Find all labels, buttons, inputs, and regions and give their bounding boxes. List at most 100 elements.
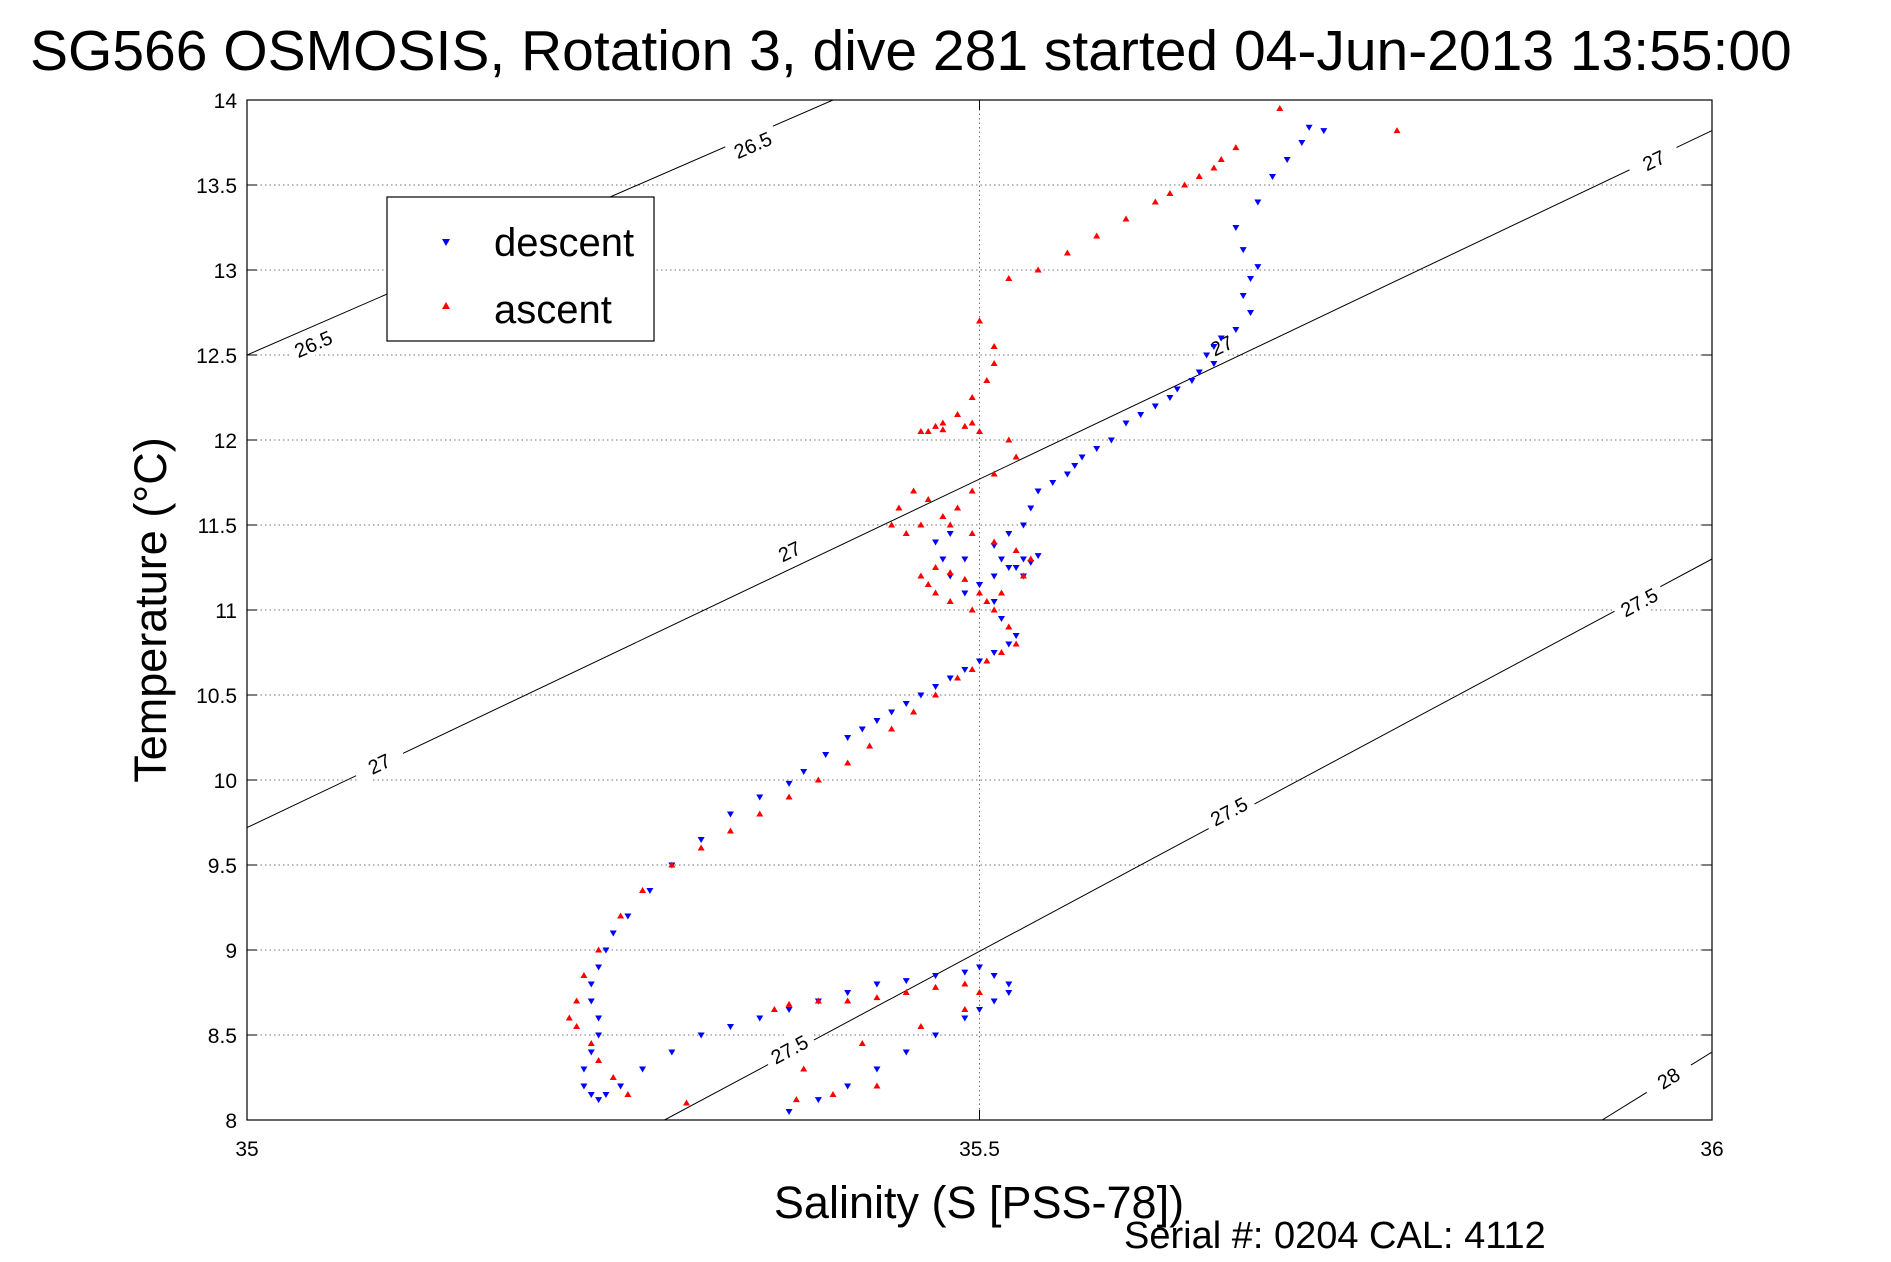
descent-point [917, 692, 925, 699]
ascent-point [961, 422, 969, 429]
ascent-point [1012, 547, 1020, 553]
descent-point [990, 573, 998, 580]
legend-box [386, 196, 655, 342]
descent-point [1093, 446, 1101, 452]
descent-point [1005, 990, 1013, 996]
descent-point [1019, 556, 1027, 563]
ascent-point [609, 1074, 617, 1080]
descent-point [932, 684, 940, 690]
ascent-point [1210, 164, 1218, 171]
ascent-point [976, 428, 983, 434]
descent-point [602, 947, 610, 954]
descent-point [902, 978, 910, 985]
ascent-point [924, 581, 932, 587]
y-tick-label: 14 [214, 90, 238, 113]
descent-point [800, 769, 808, 775]
descent-point [1254, 199, 1262, 206]
ascent-point [902, 989, 910, 995]
ascent-point [792, 1096, 800, 1103]
descent-point [1034, 553, 1042, 560]
descent-point [1239, 247, 1247, 254]
descent-point [873, 981, 881, 988]
y-tick-label: 10.5 [196, 685, 237, 708]
descent-point [1107, 437, 1115, 444]
descent-point [587, 1049, 595, 1056]
descent-point [617, 1083, 625, 1090]
ascent-point [932, 564, 940, 570]
descent-point [961, 667, 969, 673]
ascent-point [924, 496, 932, 502]
descent-point [822, 752, 830, 758]
series-ascent [565, 105, 1401, 1106]
ascent-point [683, 1099, 690, 1106]
descent-point [844, 735, 852, 741]
descent-point [976, 1007, 983, 1013]
descent-point [785, 1109, 793, 1115]
ascent-point [932, 422, 940, 429]
ascent-point [573, 997, 581, 1004]
legend: descent ascent [386, 196, 655, 342]
descent-point [639, 1066, 647, 1073]
descent-point [1012, 633, 1020, 639]
ascent-point [990, 606, 998, 613]
descent-point [1283, 157, 1291, 163]
axis-ticks: 8 8.5 9 9.5 10 10.5 11 11.5 12 12.5 13 13.5 14 35 35.5… [196, 90, 1724, 1161]
ascent-point [580, 972, 588, 978]
legend-marker-ascent [442, 302, 450, 309]
ascent-point [983, 598, 991, 604]
descent-point [595, 964, 603, 971]
ascent-point [961, 1006, 969, 1012]
descent-point [595, 1015, 603, 1022]
descent-point [1173, 386, 1181, 393]
data-points [565, 105, 1401, 1115]
x-tick-label: 35.5 [959, 1138, 1000, 1161]
isopycnal-label-bg [1638, 1051, 1697, 1102]
ascent-point [639, 887, 647, 893]
ascent-point [756, 810, 764, 817]
descent-point [1254, 264, 1262, 271]
ascent-point [785, 1000, 793, 1007]
descent-point [587, 1092, 595, 1098]
isopycnal-label-bg [1199, 785, 1258, 834]
descent-point [1005, 641, 1013, 648]
ascent-point [939, 426, 947, 433]
y-tick-label: 12 [214, 430, 237, 453]
descent-point [946, 675, 954, 682]
descent-point [595, 1097, 603, 1104]
descent-point [1019, 522, 1027, 529]
descent-point [1122, 420, 1130, 427]
x-tick-label: 35 [235, 1138, 258, 1161]
ascent-point [968, 394, 976, 400]
y-tick-label: 8.5 [208, 1025, 237, 1048]
ascent-point [1063, 249, 1071, 256]
descent-point [990, 599, 998, 605]
y-tick-label: 13.5 [196, 175, 237, 198]
ascent-point [565, 1014, 573, 1021]
ascent-point [1217, 156, 1225, 162]
ascent-point [946, 521, 954, 528]
ascent-point [902, 530, 910, 536]
descent-point [902, 1049, 910, 1056]
descent-point [997, 616, 1005, 622]
y-tick-label: 8 [225, 1110, 237, 1133]
ascent-point [814, 776, 822, 783]
ascent-point [968, 419, 976, 426]
ascent-point [844, 759, 852, 766]
descent-point [990, 973, 998, 979]
ascent-point [954, 674, 962, 681]
ascent-point [968, 487, 976, 494]
ascent-point [1019, 572, 1027, 579]
ascent-point [990, 470, 998, 477]
ascent-point [976, 589, 983, 596]
isopycnal-label-bg [1623, 135, 1683, 182]
descent-point [976, 658, 983, 665]
descent-point [946, 531, 954, 537]
descent-point [1203, 352, 1211, 359]
ascent-point [858, 1040, 866, 1046]
descent-point [1305, 124, 1313, 131]
ascent-point [946, 569, 954, 576]
ascent-point [990, 343, 998, 349]
isopycnal-label-bg [759, 526, 818, 573]
ascent-point [1027, 555, 1035, 562]
